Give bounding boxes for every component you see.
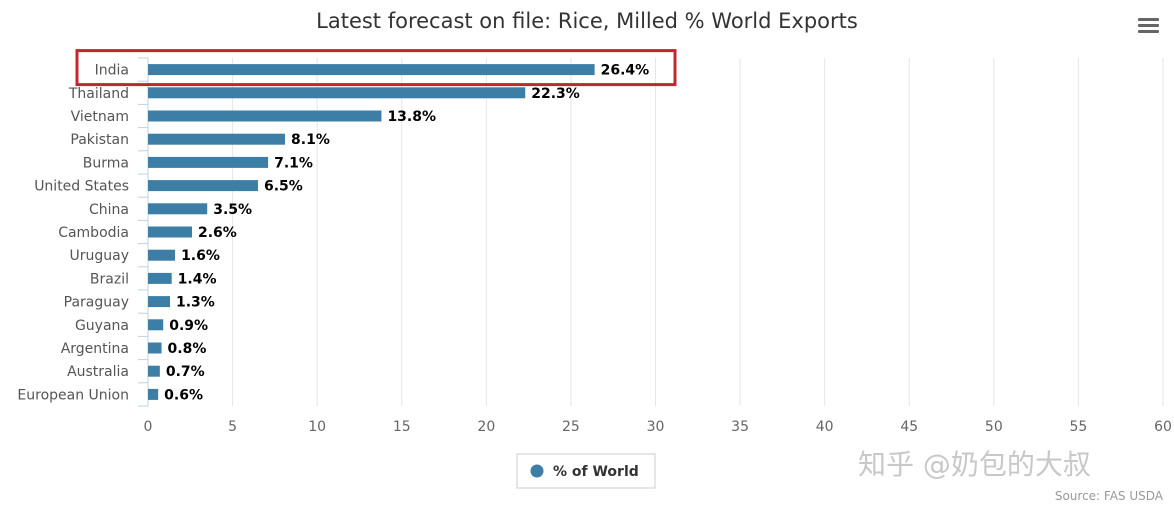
data-label: 1.4% xyxy=(178,271,217,287)
data-label: 22.3% xyxy=(531,86,580,102)
data-label: 8.1% xyxy=(291,132,330,148)
category-labels: India Thailand Vietnam Pakistan Burma United … xyxy=(17,63,129,404)
menu-icon-line xyxy=(1138,18,1159,21)
category-label: Brazil xyxy=(90,271,129,287)
category-label: Uruguay xyxy=(70,248,130,264)
bar[interactable] xyxy=(148,133,286,145)
x-tick-label: 45 xyxy=(900,419,918,435)
data-label: 0.9% xyxy=(169,318,208,334)
category-label: India xyxy=(95,63,129,79)
data-label: 6.5% xyxy=(264,179,303,195)
source-credit[interactable]: Source: FAS USDA xyxy=(1055,489,1164,503)
legend[interactable]: % of World xyxy=(516,453,656,489)
category-label: Pakistan xyxy=(70,132,129,148)
bar[interactable] xyxy=(148,180,258,192)
bar[interactable] xyxy=(148,296,170,308)
data-label: 0.6% xyxy=(164,387,203,403)
x-tick-label: 30 xyxy=(647,419,665,435)
chart-title: Latest forecast on file: Rice, Milled % … xyxy=(316,9,858,33)
category-label: Australia xyxy=(67,364,129,380)
x-tick-label: 40 xyxy=(816,419,834,435)
highlight-box xyxy=(75,49,677,87)
bar[interactable] xyxy=(148,272,172,284)
bar[interactable] xyxy=(148,203,208,215)
x-tick-label: 25 xyxy=(562,419,580,435)
legend-marker xyxy=(530,464,544,478)
data-label: 1.6% xyxy=(181,248,220,264)
category-label: Burma xyxy=(83,155,129,171)
category-label: Vietnam xyxy=(71,109,129,125)
category-label: Cambodia xyxy=(58,225,129,241)
x-tick-label: 0 xyxy=(144,419,153,435)
bar[interactable] xyxy=(148,64,595,76)
data-label: 3.5% xyxy=(213,202,252,218)
bar[interactable] xyxy=(148,249,176,261)
legend-label: % of World xyxy=(553,464,639,480)
data-label: 0.8% xyxy=(168,341,207,357)
watermark: 知乎 @奶包的大叔 xyxy=(858,448,1091,481)
x-tick-label: 60 xyxy=(1154,419,1172,435)
category-label: United States xyxy=(34,179,129,195)
x-tick-label: 55 xyxy=(1070,419,1088,435)
data-label: 0.7% xyxy=(166,364,205,380)
menu-icon-line xyxy=(1138,24,1159,27)
bar[interactable] xyxy=(148,319,164,331)
category-label: China xyxy=(89,202,129,218)
category-label: Paraguay xyxy=(64,295,129,311)
menu-icon[interactable] xyxy=(1138,18,1159,33)
bar[interactable] xyxy=(148,365,160,377)
menu-icon-line xyxy=(1138,30,1159,33)
x-tick-label: 15 xyxy=(393,419,411,435)
bar[interactable] xyxy=(148,388,159,400)
data-label: 1.3% xyxy=(176,295,215,311)
data-labels: 26.4% 22.3% 13.8% 8.1% 7.1% 6.5% 3.5% 2.6% 1.6% 1… xyxy=(164,63,649,404)
x-tick-label: 50 xyxy=(985,419,1003,435)
category-label: Argentina xyxy=(61,341,129,357)
x-tick-label: 35 xyxy=(731,419,749,435)
bar[interactable] xyxy=(148,110,382,122)
category-label: European Union xyxy=(17,387,129,403)
bars xyxy=(148,64,595,400)
grid-lines xyxy=(138,57,1164,407)
x-tick-label: 20 xyxy=(477,419,495,435)
bar[interactable] xyxy=(148,87,526,99)
data-label: 2.6% xyxy=(198,225,237,241)
x-tick-label: 5 xyxy=(228,419,237,435)
bar[interactable] xyxy=(148,156,269,168)
x-axis-ticks: 0 5 10 15 20 25 30 35 40 45 50 55 60 xyxy=(144,419,1172,435)
bar[interactable] xyxy=(148,342,162,354)
data-label: 13.8% xyxy=(387,109,436,125)
x-tick-label: 10 xyxy=(308,419,326,435)
category-label: Guyana xyxy=(75,318,129,334)
data-label: 26.4% xyxy=(601,63,650,79)
bar[interactable] xyxy=(148,226,192,238)
data-label: 7.1% xyxy=(274,155,313,171)
category-label: Thailand xyxy=(68,86,129,102)
